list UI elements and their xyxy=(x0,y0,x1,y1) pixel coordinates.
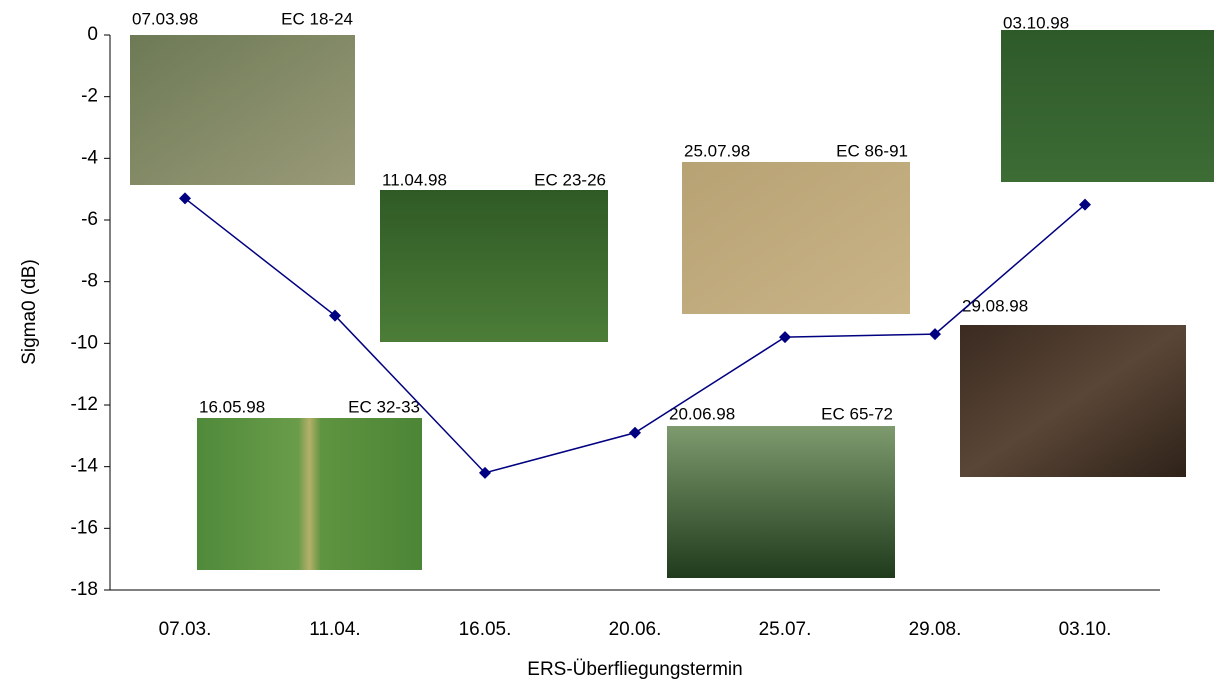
x-tick-label: 07.03. xyxy=(159,619,212,640)
x-tick-label: 03.10. xyxy=(1059,619,1112,640)
photo-date: 25.07.98 xyxy=(684,141,750,160)
photo-date: 03.10.98 xyxy=(1003,13,1069,32)
x-tick-label: 11.04. xyxy=(309,619,360,640)
data-point xyxy=(629,427,641,439)
photo xyxy=(380,190,608,342)
photo xyxy=(197,418,422,570)
y-tick-label: -4 xyxy=(81,147,98,168)
photo xyxy=(667,426,895,578)
photo-stage: EC 65-72 xyxy=(821,404,893,423)
y-tick-label: -10 xyxy=(71,332,98,353)
x-tick-label: 29.08. xyxy=(909,619,962,640)
photo-date: 16.05.98 xyxy=(199,397,265,416)
x-tick-label: 16.05. xyxy=(459,619,512,640)
photo xyxy=(130,35,355,185)
y-tick-label: -6 xyxy=(81,209,98,230)
photo-stage: EC 18-24 xyxy=(281,9,353,28)
y-axis-title: Sigma0 (dB) xyxy=(19,259,40,365)
y-tick-label: -14 xyxy=(71,456,99,477)
y-tick-label: 0 xyxy=(87,24,98,45)
photo-stage: EC 23-26 xyxy=(534,170,606,189)
y-tick-label: -16 xyxy=(71,517,98,538)
photo xyxy=(1001,30,1214,182)
photo xyxy=(960,325,1186,477)
photo-date: 07.03.98 xyxy=(132,9,198,28)
y-tick-label: -8 xyxy=(81,271,98,292)
y-tick-label: -12 xyxy=(71,394,98,415)
photo-date: 11.04.98 xyxy=(382,170,447,189)
y-tick-label: -2 xyxy=(81,86,98,107)
data-point xyxy=(779,331,791,343)
photo xyxy=(682,162,910,314)
photo-stage: EC 32-33 xyxy=(348,397,420,416)
photo-stage: EC 86-91 xyxy=(836,141,908,160)
x-axis-title: ERS-Überfliegungstermin xyxy=(527,659,742,680)
y-tick-label: -18 xyxy=(71,579,98,600)
x-tick-label: 20.06. xyxy=(609,619,662,640)
photo-date: 20.06.98 xyxy=(669,404,735,423)
photo-date: 29.08.98 xyxy=(962,296,1028,315)
chart: Sigma0 (dB) ERS-Überfliegungstermin 07.0… xyxy=(0,0,1214,685)
x-tick-label: 25.07. xyxy=(759,619,812,640)
